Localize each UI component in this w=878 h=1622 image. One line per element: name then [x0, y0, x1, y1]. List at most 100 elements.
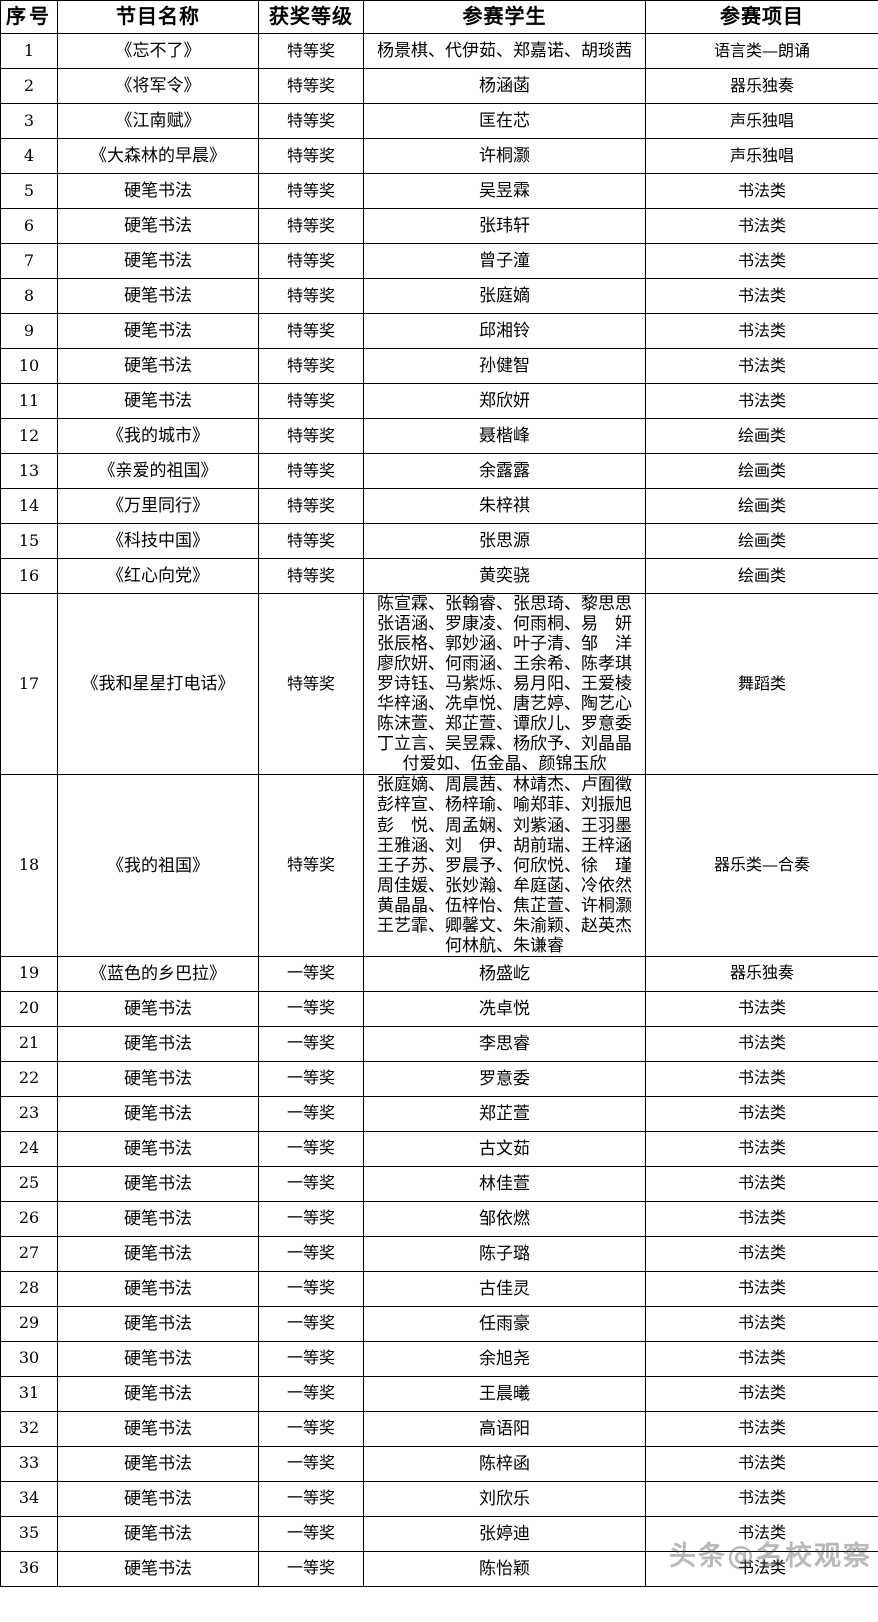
cell-category: 书法类 [645, 348, 878, 384]
cell-award: 一等奖 [258, 1165, 364, 1202]
cell-category: 书法类 [645, 1515, 878, 1552]
cell-award: 一等奖 [258, 1025, 364, 1062]
cell-award: 特等奖 [258, 488, 364, 524]
cell-students: 匡在芯 [363, 103, 646, 139]
cell-category: 书法类 [645, 1165, 878, 1202]
cell-students: 张庭嫡、周晨茜、林靖杰、卢囿徵 彭梓宣、杨梓瑜、喻郑菲、刘振旭 彭 悦、周孟娴、… [363, 774, 646, 957]
cell-award: 一等奖 [258, 1305, 364, 1342]
cell-award: 一等奖 [258, 1480, 364, 1517]
cell-index: 31 [0, 1375, 58, 1412]
cell-category: 声乐独唱 [645, 138, 878, 174]
cell-category: 书法类 [645, 1025, 878, 1062]
cell-award: 一等奖 [258, 1445, 364, 1482]
table-row: 31 硬笔书法 一等奖 王晨曦 书法类 [0, 1375, 878, 1412]
cell-program: 《我的城市》 [57, 418, 259, 454]
table-row: 36 硬笔书法 一等奖 陈怡颖 书法类 [0, 1550, 878, 1587]
cell-index: 23 [0, 1095, 58, 1132]
cell-award: 一等奖 [258, 1095, 364, 1132]
cell-category: 舞蹈类 [645, 592, 878, 776]
cell-students: 张婷迪 [363, 1515, 646, 1552]
cell-index: 6 [0, 208, 58, 244]
cell-index: 20 [0, 990, 58, 1027]
cell-students: 余露露 [363, 453, 646, 489]
cell-students: 余旭尧 [363, 1340, 646, 1377]
cell-students: 孙健智 [363, 348, 646, 384]
cell-award: 特等奖 [258, 278, 364, 314]
cell-category: 书法类 [645, 1550, 878, 1587]
cell-award: 一等奖 [258, 990, 364, 1027]
cell-index: 30 [0, 1340, 58, 1377]
cell-students: 杨景棋、代伊茹、郑嘉诺、胡琰茜 [363, 33, 646, 69]
cell-students: 朱梓祺 [363, 488, 646, 524]
cell-category: 绘画类 [645, 453, 878, 489]
cell-program: 硬笔书法 [57, 1550, 259, 1587]
cell-index: 13 [0, 453, 58, 489]
cell-award: 一等奖 [258, 1200, 364, 1237]
cell-index: 18 [0, 774, 58, 957]
table-row: 35 硬笔书法 一等奖 张婷迪 书法类 [0, 1515, 878, 1552]
cell-category: 绘画类 [645, 488, 878, 524]
cell-category: 书法类 [645, 1375, 878, 1412]
cell-students: 郑芷萱 [363, 1095, 646, 1132]
cell-index: 22 [0, 1060, 58, 1097]
table-row: 17 《我和星星打电话》 特等奖 陈宣霖、张翰睿、张思琦、黎思思 张语涵、罗康凌、何雨… [0, 592, 878, 776]
cell-index: 24 [0, 1130, 58, 1167]
cell-students: 古文茹 [363, 1130, 646, 1167]
award-results-table: 序号 节目名称 获奖等级 参赛学生 参赛项目 1 《忘不了》 特等奖 杨景棋、代伊茹、… [0, 0, 878, 1587]
cell-index: 34 [0, 1480, 58, 1517]
cell-index: 10 [0, 348, 58, 384]
cell-category: 书法类 [645, 1340, 878, 1377]
cell-program: 硬笔书法 [57, 1340, 259, 1377]
table-body: 1 《忘不了》 特等奖 杨景棋、代伊茹、郑嘉诺、胡琰茜 语言类—朗诵 2 《将军令》 特等奖杨… [0, 33, 878, 1587]
table-row: 29 硬笔书法 一等奖 任雨豪 书法类 [0, 1305, 878, 1342]
cell-award: 特等奖 [258, 774, 364, 957]
table-row: 27 硬笔书法 一等奖 陈子璐 书法类 [0, 1235, 878, 1272]
cell-students: 刘欣乐 [363, 1480, 646, 1517]
table-row: 16 《红心向党》 特等奖 黄奕骁 绘画类 [0, 558, 878, 594]
cell-program: 硬笔书法 [57, 990, 259, 1027]
cell-students: 陈梓函 [363, 1445, 646, 1482]
table-row: 8 硬笔书法 特等奖 张庭嫡 书法类 [0, 278, 878, 314]
cell-students: 张玮轩 [363, 208, 646, 244]
cell-index: 1 [0, 33, 58, 69]
column-header-index: 序号 [0, 0, 58, 34]
table-row: 4 《大森林的早晨》 特等奖 许桐灏 声乐独唱 [0, 138, 878, 174]
cell-program: 硬笔书法 [57, 1375, 259, 1412]
cell-index: 9 [0, 313, 58, 349]
cell-students: 吴昱霖 [363, 173, 646, 209]
cell-award: 一等奖 [258, 1235, 364, 1272]
cell-program: 硬笔书法 [57, 348, 259, 384]
cell-award: 一等奖 [258, 1270, 364, 1307]
table-row: 15 《科技中国》 特等奖 张思源 绘画类 [0, 523, 878, 559]
cell-program: 硬笔书法 [57, 1235, 259, 1272]
cell-index: 5 [0, 173, 58, 209]
table-row: 5 硬笔书法 特等奖 吴昱霖 书法类 [0, 173, 878, 209]
table-row: 18 《我的祖国》 特等奖 张庭嫡、周晨茜、林靖杰、卢囿徵 彭梓宣、杨梓瑜、喻郑菲、刘… [0, 774, 878, 957]
cell-students: 邹依燃 [363, 1200, 646, 1237]
table-row: 10 硬笔书法 特等奖 孙健智 书法类 [0, 348, 878, 384]
cell-award: 特等奖 [258, 453, 364, 489]
cell-program: 《我和星星打电话》 [57, 592, 259, 776]
cell-award: 一等奖 [258, 1060, 364, 1097]
cell-award: 特等奖 [258, 418, 364, 454]
cell-students: 郑欣妍 [363, 383, 646, 419]
cell-award: 特等奖 [258, 313, 364, 349]
cell-students: 林佳萱 [363, 1165, 646, 1202]
table-row: 23 硬笔书法 一等奖 郑芷萱 书法类 [0, 1095, 878, 1132]
column-header-category: 参赛项目 [645, 0, 878, 34]
table-row: 22 硬笔书法 一等奖 罗意委 书法类 [0, 1060, 878, 1097]
cell-program: 《万里同行》 [57, 488, 259, 524]
cell-index: 12 [0, 418, 58, 454]
table-row: 11 硬笔书法 特等奖 郑欣妍 书法类 [0, 383, 878, 419]
cell-students: 曾子潼 [363, 243, 646, 279]
cell-index: 15 [0, 523, 58, 559]
column-header-students: 参赛学生 [363, 0, 646, 34]
table-row: 28 硬笔书法 一等奖 古佳灵 书法类 [0, 1270, 878, 1307]
cell-category: 绘画类 [645, 418, 878, 454]
cell-category: 器乐类—合奏 [645, 774, 878, 957]
table-row: 30 硬笔书法 一等奖 余旭尧 书法类 [0, 1340, 878, 1377]
cell-category: 书法类 [645, 990, 878, 1027]
cell-category: 书法类 [645, 1130, 878, 1167]
cell-index: 7 [0, 243, 58, 279]
cell-award: 特等奖 [258, 33, 364, 69]
